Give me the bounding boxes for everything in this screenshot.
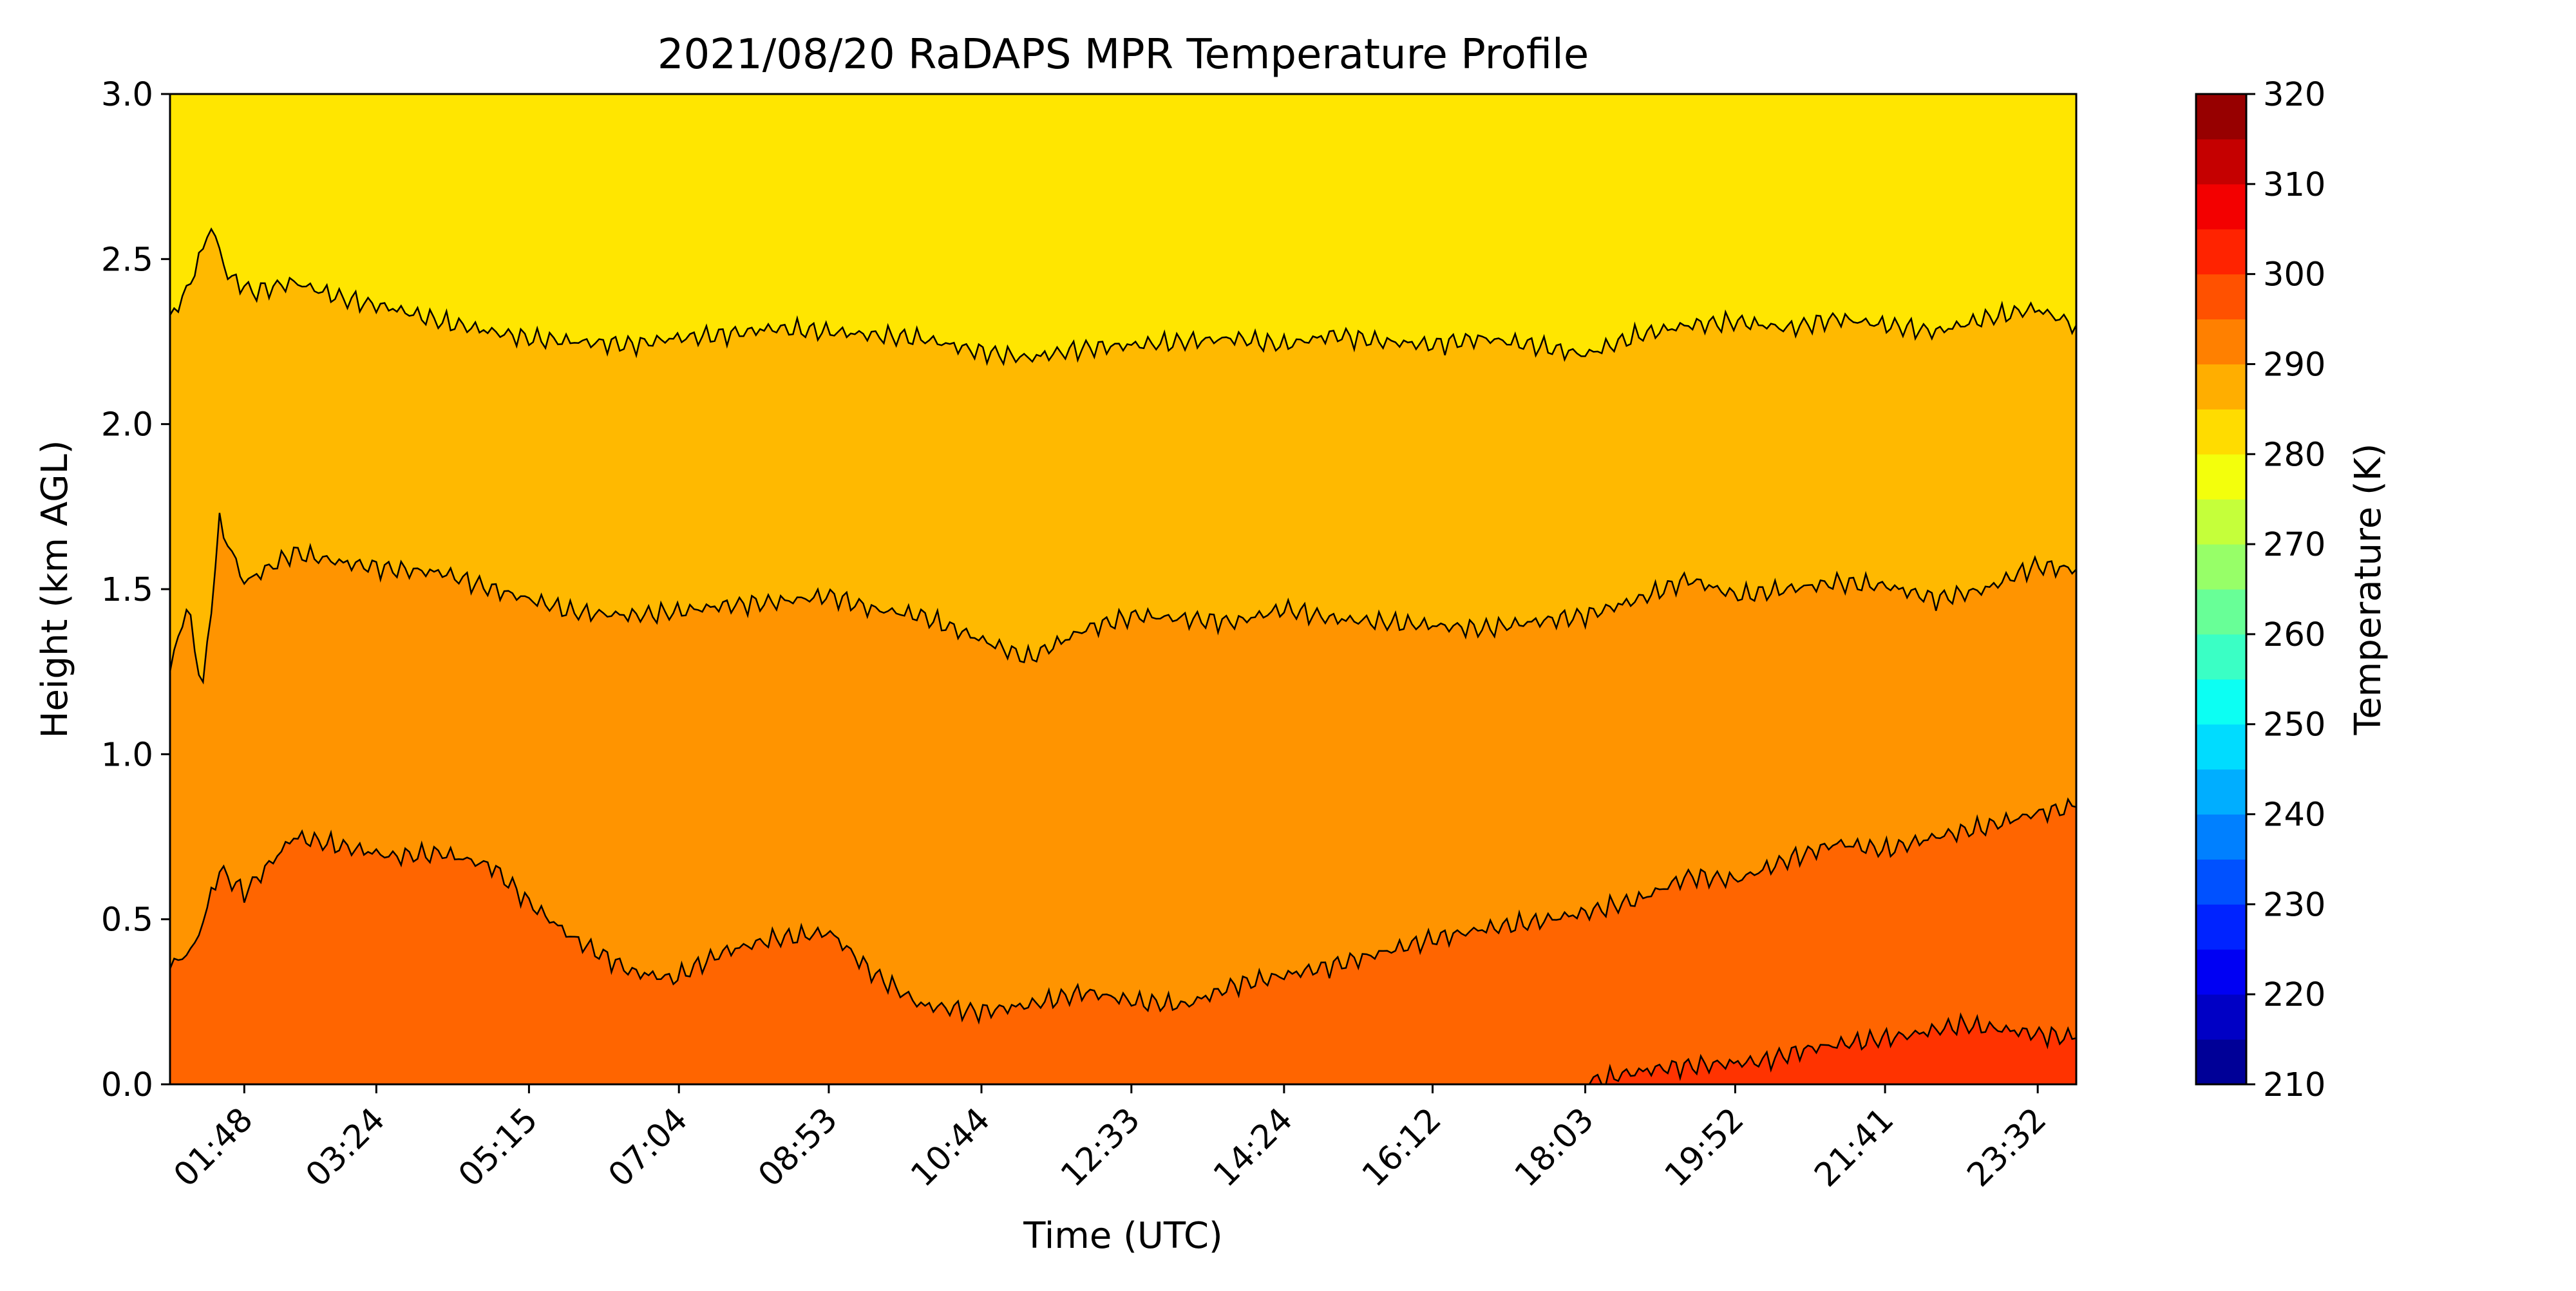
colorbar-segment bbox=[2196, 454, 2246, 500]
y-tick-label: 2.0 bbox=[101, 406, 153, 444]
colorbar-segment bbox=[2196, 1039, 2246, 1085]
y-tick-label: 3.0 bbox=[101, 76, 153, 114]
colorbar-tick-label: 260 bbox=[2263, 616, 2325, 654]
colorbar-segment bbox=[2196, 814, 2246, 860]
colorbar-tick-label: 290 bbox=[2263, 346, 2325, 384]
colorbar-segment bbox=[2196, 274, 2246, 320]
x-tick-label: 19:52 bbox=[1658, 1100, 1752, 1194]
colorbar-segment bbox=[2196, 544, 2246, 590]
x-tick-label: 14:24 bbox=[1206, 1100, 1300, 1194]
colorbar-segment bbox=[2196, 138, 2246, 185]
contour-line-300 bbox=[170, 797, 2076, 1025]
contour-line-295 bbox=[170, 513, 2076, 685]
y-tick-label: 1.5 bbox=[101, 571, 153, 609]
colorbar-segment bbox=[2196, 994, 2246, 1040]
y-tick-label: 1.0 bbox=[101, 736, 153, 774]
plot-area bbox=[170, 94, 2076, 1084]
colorbar-segment bbox=[2196, 769, 2246, 815]
colorbar-segment bbox=[2196, 589, 2246, 635]
colorbar-segment bbox=[2196, 904, 2246, 950]
colorbar-segment bbox=[2196, 409, 2246, 455]
colorbar-tick-label: 210 bbox=[2263, 1066, 2325, 1104]
chart-title: 2021/08/20 RaDAPS MPR Temperature Profil… bbox=[658, 31, 1589, 79]
colorbar-tick-label: 320 bbox=[2263, 76, 2325, 114]
colorbar-segment bbox=[2196, 949, 2246, 995]
x-tick-label: 05:15 bbox=[451, 1100, 545, 1194]
x-tick-label: 07:04 bbox=[601, 1100, 696, 1194]
colorbar-segment bbox=[2196, 94, 2246, 140]
y-tick-label: 2.5 bbox=[101, 241, 153, 279]
y-axis-label: Height (km AGL) bbox=[34, 440, 76, 738]
x-tick-label: 21:41 bbox=[1808, 1100, 1902, 1194]
x-axis-label: Time (UTC) bbox=[1023, 1215, 1223, 1257]
colorbar-segment bbox=[2196, 634, 2246, 680]
contour-line-305 bbox=[1585, 1012, 2076, 1084]
colorbar-tick-label: 230 bbox=[2263, 886, 2325, 924]
colorbar-label: Temperature (K) bbox=[2347, 444, 2389, 736]
y-tick-label: 0.0 bbox=[101, 1066, 153, 1104]
x-tick-label: 08:53 bbox=[751, 1100, 845, 1194]
colorbar-segment bbox=[2196, 679, 2246, 725]
colorbar-frame bbox=[2195, 93, 2248, 1086]
x-tick-label: 03:24 bbox=[299, 1100, 393, 1194]
colorbar-tick-label: 300 bbox=[2263, 256, 2325, 294]
colorbar-tick-label: 270 bbox=[2263, 526, 2325, 564]
x-tick-label: 10:44 bbox=[904, 1100, 998, 1194]
colorbar-tick-label: 240 bbox=[2263, 796, 2325, 834]
colorbar-segment bbox=[2196, 229, 2246, 275]
colorbar-tick-label: 250 bbox=[2263, 706, 2325, 744]
colorbar-tick-label: 310 bbox=[2263, 166, 2325, 204]
colorbar: 210 220 230 240 250 260 270 280 290 300 310 320 bbox=[2195, 76, 2325, 1104]
x-tick-label: 01:48 bbox=[167, 1100, 261, 1194]
colorbar-segment bbox=[2196, 364, 2246, 410]
colorbar-segment bbox=[2196, 319, 2246, 364]
colorbar-segment bbox=[2196, 184, 2246, 230]
colorbar-segment bbox=[2196, 724, 2246, 770]
x-tick-label: 23:32 bbox=[1960, 1100, 2054, 1194]
x-tick-label: 16:12 bbox=[1355, 1100, 1449, 1194]
colorbar-tick-label: 220 bbox=[2263, 976, 2325, 1014]
contour-line-290 bbox=[170, 227, 2076, 366]
y-tick-label: 0.5 bbox=[101, 901, 153, 939]
colorbar-tick-label: 280 bbox=[2263, 436, 2325, 474]
x-tick-label: 12:33 bbox=[1054, 1100, 1148, 1194]
colorbar-segment bbox=[2196, 499, 2246, 545]
band-below-300 bbox=[170, 799, 2076, 1084]
colorbar-segment bbox=[2196, 859, 2246, 905]
x-tick-label: 18:03 bbox=[1508, 1100, 1602, 1194]
